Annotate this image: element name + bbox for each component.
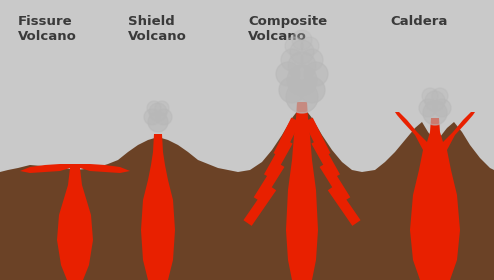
Circle shape: [144, 109, 160, 125]
Circle shape: [304, 62, 328, 86]
Circle shape: [287, 65, 317, 95]
Polygon shape: [264, 139, 292, 179]
Polygon shape: [328, 185, 361, 226]
Polygon shape: [311, 139, 340, 179]
Polygon shape: [57, 168, 93, 280]
Text: Fissure
Volcano: Fissure Volcano: [18, 15, 77, 43]
Text: Shield
Volcano: Shield Volcano: [128, 15, 187, 43]
Polygon shape: [254, 162, 285, 202]
Circle shape: [301, 37, 319, 55]
Circle shape: [148, 112, 168, 132]
Polygon shape: [0, 105, 494, 280]
Circle shape: [147, 101, 161, 115]
Circle shape: [281, 49, 303, 71]
Circle shape: [288, 52, 316, 80]
Circle shape: [286, 81, 318, 113]
Circle shape: [155, 101, 169, 115]
Polygon shape: [304, 118, 330, 158]
Circle shape: [433, 99, 451, 117]
Text: Composite
Volcano: Composite Volcano: [248, 15, 327, 43]
Circle shape: [419, 99, 437, 117]
Circle shape: [299, 77, 325, 103]
Circle shape: [279, 77, 305, 103]
Text: Caldera: Caldera: [390, 15, 448, 28]
Polygon shape: [395, 112, 475, 280]
Circle shape: [422, 88, 438, 104]
Circle shape: [285, 37, 303, 55]
Circle shape: [290, 40, 314, 64]
Polygon shape: [286, 102, 318, 280]
Circle shape: [301, 49, 323, 71]
Circle shape: [423, 101, 447, 125]
Polygon shape: [274, 118, 300, 158]
Circle shape: [276, 62, 300, 86]
Polygon shape: [141, 134, 175, 280]
Polygon shape: [20, 164, 130, 173]
Polygon shape: [320, 162, 350, 202]
Polygon shape: [244, 185, 276, 226]
Circle shape: [425, 91, 445, 111]
Circle shape: [292, 30, 312, 50]
Circle shape: [149, 103, 167, 121]
Circle shape: [432, 88, 448, 104]
Circle shape: [156, 109, 172, 125]
